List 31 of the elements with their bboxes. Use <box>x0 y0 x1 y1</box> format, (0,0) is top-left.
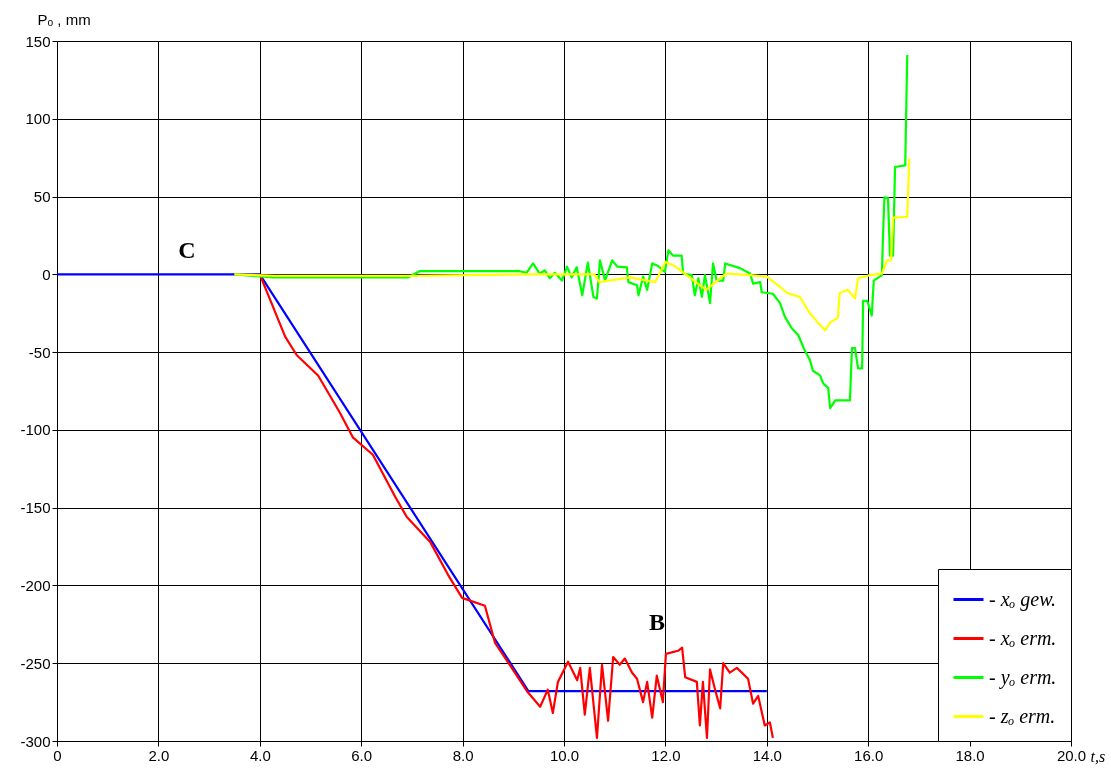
x-tick-label: 12.0 <box>651 746 681 764</box>
x-tick-label: 4.0 <box>249 746 271 764</box>
x-tick-label: 10.0 <box>549 746 580 764</box>
y-tick-label: -100 <box>20 421 51 439</box>
y-tick-label: -150 <box>20 499 51 517</box>
legend-label: - xₒ erm. <box>989 626 1057 649</box>
y-tick-label: 50 <box>33 188 51 206</box>
y-tick-label: 100 <box>25 110 51 128</box>
x-tick-label: 18.0 <box>955 746 985 764</box>
legend-label: - yₒ erm. <box>989 665 1057 689</box>
x-tick-label: 20.0 <box>1056 746 1087 764</box>
x-tick-label: 8.0 <box>452 746 474 764</box>
y-axis-title: Pₒ , mm <box>37 10 91 28</box>
y-tick-label: -200 <box>20 576 51 594</box>
x-tick-label: 2.0 <box>148 746 170 764</box>
annotation: B <box>648 609 666 635</box>
line-series <box>233 157 911 332</box>
annotation: C <box>178 237 196 263</box>
x-tick-label: 14.0 <box>752 746 782 764</box>
line-series <box>233 53 909 410</box>
x-axis-title: t,s <box>1090 747 1106 765</box>
y-tick-label: -50 <box>28 343 51 361</box>
legend-label: - zₒ erm. <box>989 704 1056 727</box>
y-tick-label: 0 <box>42 265 51 283</box>
y-tick-label: 150 <box>25 32 51 50</box>
legend-label: - xₒ gew. <box>989 587 1056 611</box>
x-tick-label: 0 <box>53 746 62 764</box>
x-tick-label: 16.0 <box>854 746 884 764</box>
y-tick-label: -300 <box>20 732 51 750</box>
x-tick-label: 6.0 <box>351 746 373 764</box>
y-tick-label: -250 <box>20 654 51 672</box>
